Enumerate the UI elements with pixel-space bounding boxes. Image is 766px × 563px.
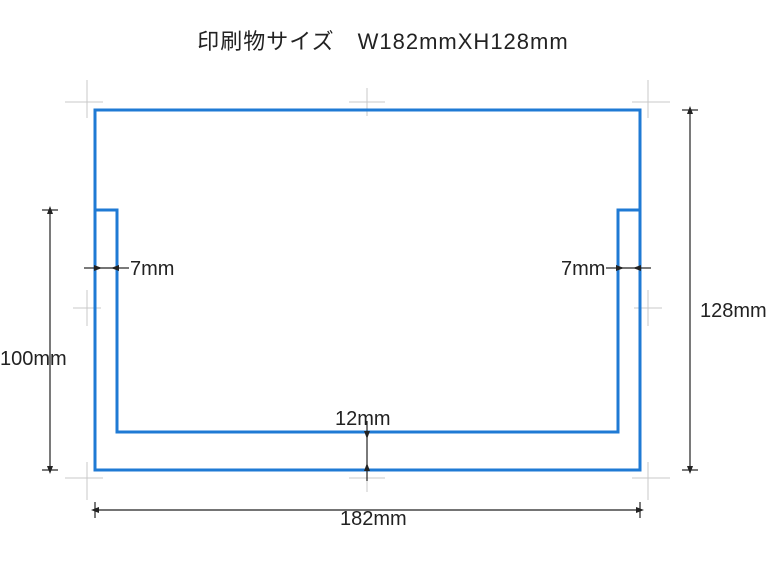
dimension-label-notch_left: 7mm: [130, 258, 174, 281]
inner-channel: [95, 210, 640, 432]
dimension-label-height_right: 128mm: [700, 300, 766, 323]
dimension-diagram: [0, 0, 766, 563]
dimension-label-bottom_gap: 12mm: [335, 408, 391, 431]
dimension-height_right: [682, 110, 698, 470]
dimension-label-width_bottom: 182mm: [340, 508, 407, 531]
dimension-label-height_left: 100mm: [0, 348, 67, 371]
dimension-label-notch_right: 7mm: [561, 258, 605, 281]
dimension-height_left: [42, 210, 58, 470]
